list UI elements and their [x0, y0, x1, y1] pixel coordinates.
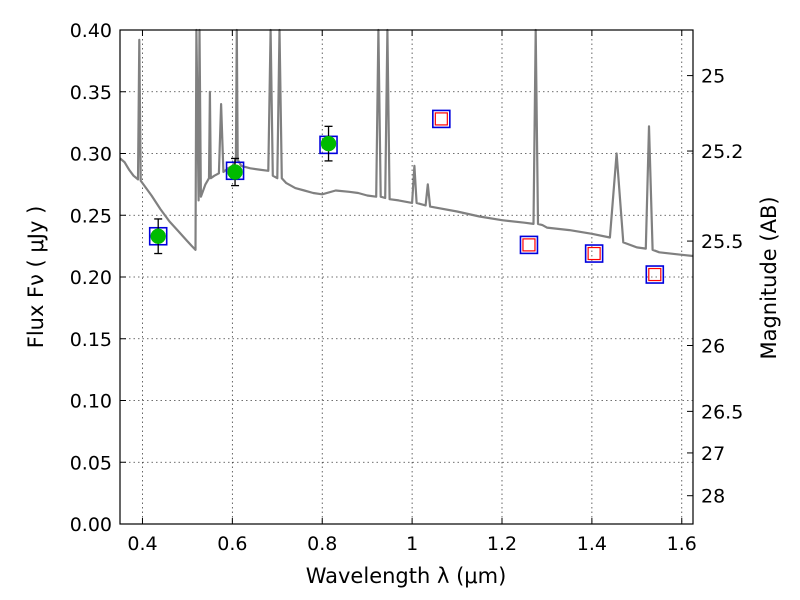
upper-limit-point: [434, 112, 448, 126]
observed-point: [320, 135, 337, 152]
model-point: [645, 265, 665, 284]
x-tick-label: 1: [406, 533, 418, 555]
observed-point: [150, 228, 166, 244]
grid-layer: [120, 29, 693, 525]
y-tick-label: 0.00: [70, 514, 112, 536]
y-tick-label: 0.30: [70, 144, 112, 166]
y2-axis-label: Magnitude (AB): [757, 196, 781, 359]
y-tick-label: 0.15: [70, 329, 112, 351]
x-tick-label: 1.2: [487, 533, 517, 555]
upper-limit-point: [587, 246, 601, 261]
model-point: [432, 109, 451, 129]
y2-tick-label: 25.2: [701, 141, 743, 163]
x-tick-label: 0.6: [217, 533, 247, 555]
x-tick-label: 1.6: [667, 533, 697, 555]
y2-tick-label: 26.5: [701, 401, 743, 423]
upper-limit-point: [522, 238, 536, 252]
sed-line: [119, 28, 694, 258]
x-tick-label: 1.4: [577, 533, 607, 555]
y-tick-label: 0.40: [70, 20, 112, 42]
y-tick-label: 0.10: [70, 391, 112, 413]
y2-tick-label: 28: [701, 486, 725, 508]
y2-tick-label: 25: [701, 66, 725, 88]
y2-tick-label: 25.5: [701, 231, 743, 253]
x-tick-label: 0.8: [307, 533, 337, 555]
upper-limit-point: [648, 267, 662, 282]
x-axis-label: Wavelength λ (μm): [306, 564, 507, 588]
y-tick-label: 0.35: [70, 82, 112, 104]
y-axis-label: Flux Fν ( μJy ): [24, 206, 48, 349]
marker-layer: [148, 109, 665, 284]
y2-tick-label: 27: [701, 443, 725, 465]
sed-layer: [119, 28, 694, 258]
observed-point: [227, 164, 243, 180]
tick-layer: 0.4 0.6 0.8 1 1.2 1.4 1.6 0.00 0.05 0.10 0.15 0.20 0…: [70, 20, 744, 555]
x-tick-label: 0.4: [127, 533, 157, 555]
model-point: [519, 235, 539, 255]
y-tick-label: 0.20: [70, 267, 112, 289]
model-point: [584, 244, 604, 263]
y-tick-label: 0.25: [70, 205, 112, 227]
y2-tick-label: 26: [701, 335, 725, 357]
y-tick-label: 0.05: [70, 452, 112, 474]
